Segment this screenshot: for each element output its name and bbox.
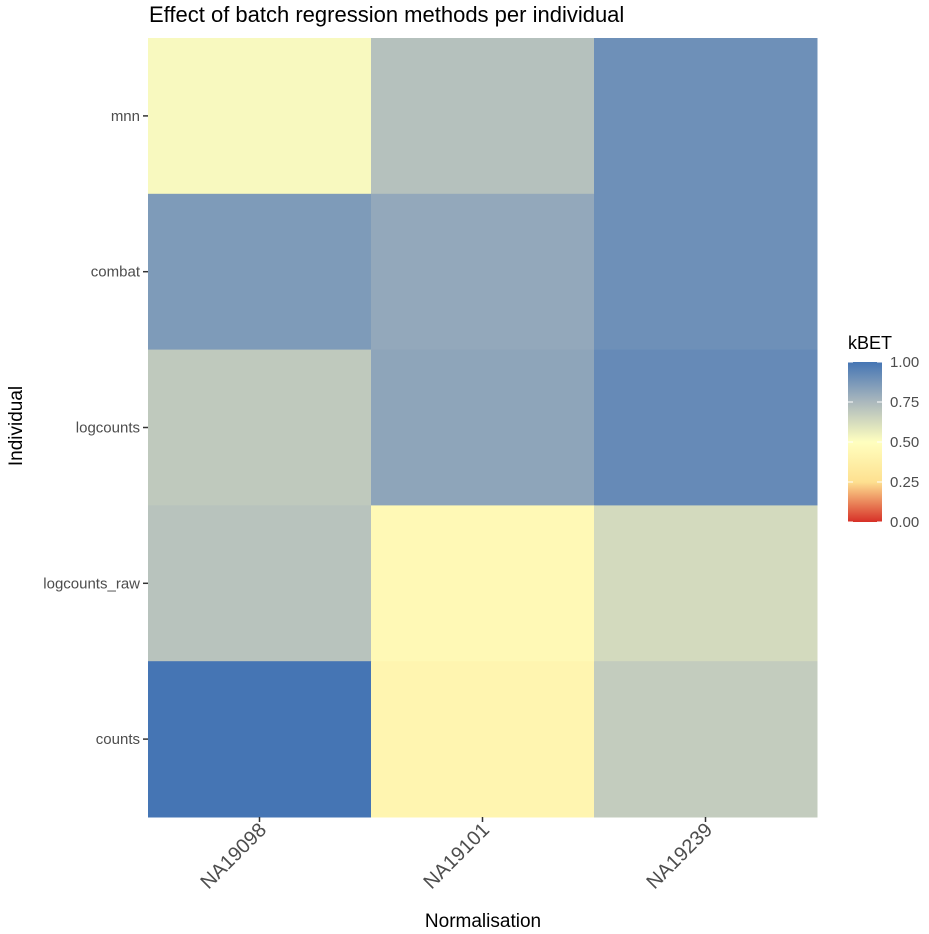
- heatmap-cell-NA19098-combat: [148, 193, 372, 351]
- heatmap-cell-NA19098-logcounts: [148, 349, 372, 506]
- x-axis-label: Normalisation: [425, 911, 541, 932]
- heatmap-cell-NA19101-combat: [371, 193, 595, 351]
- legend-tick-label-1: 0.75: [890, 394, 919, 411]
- heatmap-cell-NA19239-combat: [594, 193, 818, 351]
- heatmap-cell-NA19101-counts: [371, 661, 595, 818]
- x-axis: NA19098 NA19101 NA19239: [197, 817, 718, 894]
- legend-tick-label-3: 0.25: [890, 474, 919, 491]
- y-axis: counts logcounts_raw logcounts combat mnn: [43, 108, 148, 748]
- heatmap-cell-NA19101-mnn: [371, 38, 595, 195]
- x-tick-label-NA19098: NA19098: [197, 819, 272, 894]
- y-tick-label-combat: combat: [91, 264, 141, 281]
- y-tick-label-logcounts_raw: logcounts_raw: [43, 575, 140, 592]
- x-tick-label-NA19101: NA19101: [420, 819, 495, 894]
- chart-title: Effect of batch regression methods per i…: [149, 2, 624, 27]
- heatmap-cell-NA19239-counts: [594, 661, 818, 818]
- heatmap-cell-NA19239-mnn: [594, 38, 818, 195]
- x-tick-label-NA19239: NA19239: [643, 819, 718, 894]
- legend-ticks: 1.00 0.75 0.50 0.25 0.00: [848, 354, 919, 531]
- y-tick-label-mnn: mnn: [111, 108, 140, 125]
- heatmap-cell-NA19101-logcounts_raw: [371, 505, 595, 662]
- heatmap-cell-NA19098-mnn: [148, 38, 372, 195]
- heatmap-cell-NA19098-counts: [148, 661, 372, 818]
- legend-colorbar: [848, 362, 882, 522]
- legend-tick-label-2: 0.50: [890, 434, 919, 451]
- y-axis-label: Individual: [6, 386, 27, 466]
- heatmap-cell-NA19239-logcounts_raw: [594, 505, 818, 662]
- y-tick-label-counts: counts: [96, 731, 140, 748]
- heatmap-cells: [148, 38, 818, 818]
- legend-tick-label-0: 1.00: [890, 354, 919, 371]
- heatmap-cell-NA19239-logcounts: [594, 349, 818, 506]
- legend-title: kBET: [848, 333, 892, 353]
- legend: kBET 1.00 0.75 0.50 0.25 0.00: [848, 333, 919, 531]
- heatmap-cell-NA19101-logcounts: [371, 349, 595, 506]
- heatmap-cell-NA19098-logcounts_raw: [148, 505, 372, 662]
- y-tick-label-logcounts: logcounts: [76, 420, 140, 437]
- legend-tick-label-4: 0.00: [890, 514, 919, 531]
